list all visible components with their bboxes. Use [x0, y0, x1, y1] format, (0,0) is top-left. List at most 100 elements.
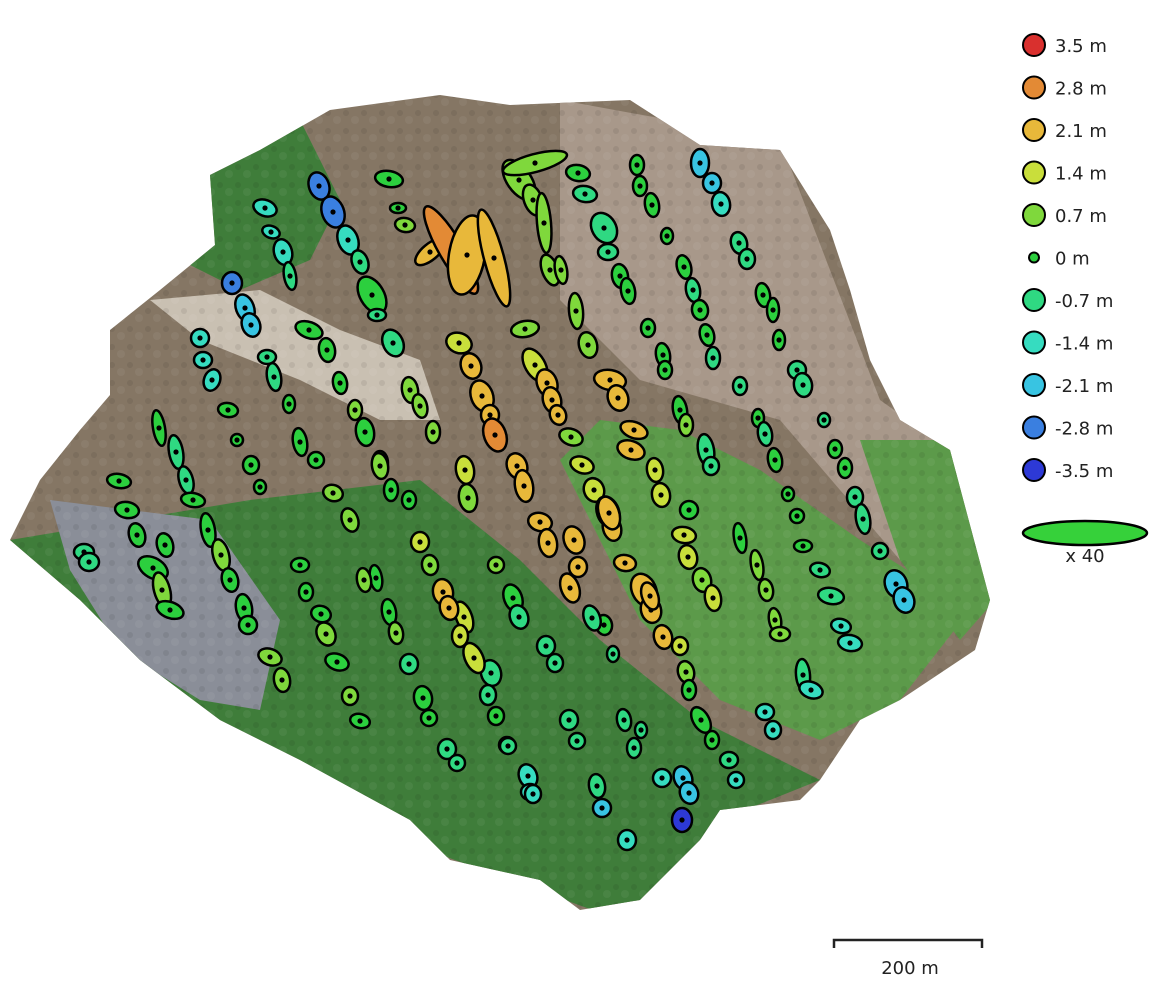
- camera-center-dot: [847, 640, 853, 646]
- camera-center-dot: [659, 775, 665, 781]
- legend-label: 3.5 m: [1055, 36, 1107, 57]
- camera-center-dot: [794, 513, 800, 519]
- camera-center-dot: [770, 727, 776, 733]
- camera-center-dot: [625, 288, 631, 294]
- camera-center-dot: [698, 717, 704, 723]
- camera-center-dot: [772, 617, 778, 623]
- camera-center-dot: [159, 587, 165, 593]
- camera-center-dot: [660, 352, 666, 358]
- camera-center-dot: [86, 559, 92, 565]
- camera-center-dot: [485, 692, 491, 698]
- camera-center-dot: [268, 229, 274, 235]
- legend-swatch: [1022, 160, 1046, 185]
- camera-center-dot: [491, 255, 497, 261]
- camera-center-dot: [173, 449, 179, 455]
- camera-center-dot: [709, 180, 715, 186]
- camera-center-dot: [234, 437, 240, 443]
- camera-center-dot: [492, 432, 498, 438]
- camera-center-dot: [465, 495, 471, 501]
- camera-center-dot: [681, 532, 687, 538]
- camera-center-dot: [645, 325, 651, 331]
- legend-item: 2.8 m: [1022, 75, 1107, 100]
- camera-center-dot: [622, 560, 628, 566]
- camera-center-dot: [589, 615, 595, 621]
- camera-center-dot: [493, 713, 499, 719]
- camera-center-dot: [582, 191, 588, 197]
- camera-center-dot: [710, 595, 716, 601]
- camera-center-dot: [532, 160, 538, 166]
- scale-factor-label: x 40: [1065, 546, 1104, 567]
- camera-center-dot: [525, 773, 531, 779]
- legend-item: -1.4 m: [1022, 330, 1113, 355]
- camera-center-dot: [471, 655, 477, 661]
- camera-center-dot: [406, 497, 412, 503]
- camera-center-dot: [521, 483, 527, 489]
- camera-center-dot: [631, 745, 637, 751]
- legend-label: -2.8 m: [1055, 419, 1113, 440]
- camera-center-dot: [547, 267, 553, 273]
- camera-center-dot: [190, 497, 196, 503]
- camera-center-dot: [318, 611, 324, 617]
- camera-center-dot: [776, 337, 782, 343]
- camera-center-dot: [621, 717, 627, 723]
- camera-center-dot: [690, 287, 696, 293]
- camera-center-dot: [567, 585, 573, 591]
- camera-center-dot: [205, 527, 211, 533]
- camera-center-dot: [361, 577, 367, 583]
- camera-center-dot: [427, 562, 433, 568]
- camera-center-dot: [574, 738, 580, 744]
- camera-center-dot: [617, 273, 623, 279]
- camera-center-dot: [337, 380, 343, 386]
- camera-center-dot: [901, 597, 907, 603]
- camera-center-dot: [245, 622, 251, 628]
- camera-center-dot: [704, 332, 710, 338]
- camera-center-dot: [575, 564, 581, 570]
- camera-center-dot: [352, 407, 358, 413]
- camera-center-dot: [479, 393, 485, 399]
- legend-swatch: [1022, 118, 1046, 142]
- legend-item: -2.1 m: [1022, 373, 1113, 397]
- camera-center-dot: [662, 367, 668, 373]
- camera-center-dot: [697, 307, 703, 313]
- camera-center-dot: [817, 567, 823, 573]
- camera-center-dot: [800, 543, 806, 549]
- camera-center-dot: [395, 205, 401, 211]
- camera-center-dot: [446, 605, 452, 611]
- camera-center-dot: [571, 537, 577, 543]
- camera-center-dot: [686, 790, 692, 796]
- legend-label: 2.1 m: [1055, 121, 1107, 142]
- camera-center-dot: [664, 233, 670, 239]
- camera-center-dot: [514, 463, 520, 469]
- camera-center-dot: [462, 467, 468, 473]
- camera-center-dot: [456, 340, 462, 346]
- camera-center-dot: [686, 687, 692, 693]
- camera-center-dot: [303, 589, 309, 595]
- camera-center-dot: [454, 760, 460, 766]
- camera-center-dot: [262, 205, 268, 211]
- camera-center-dot: [660, 634, 666, 640]
- camera-center-dot: [444, 746, 450, 752]
- camera-center-dot: [624, 837, 630, 843]
- camera-center-dot: [530, 791, 536, 797]
- camera-center-dot: [736, 240, 742, 246]
- camera-center-dot: [652, 467, 658, 473]
- legend-item: -3.5 m: [1022, 458, 1113, 482]
- camera-center-dot: [516, 614, 522, 620]
- camera-center-dot: [677, 407, 683, 413]
- camera-center-dot: [601, 225, 607, 231]
- camera-center-dot: [505, 743, 511, 749]
- camera-center-dot: [373, 575, 379, 581]
- camera-center-dot: [347, 517, 353, 523]
- camera-center-dot: [566, 717, 572, 723]
- legend-label: 2.8 m: [1055, 79, 1107, 100]
- camera-center-dot: [638, 727, 644, 733]
- camera-center-dot: [116, 478, 122, 484]
- camera-center-dot: [842, 465, 848, 471]
- camera-center-dot: [591, 487, 597, 493]
- legend-label: -1.4 m: [1055, 334, 1113, 355]
- camera-center-dot: [785, 491, 791, 497]
- camera-center-dot: [552, 660, 558, 666]
- camera-center-dot: [488, 670, 494, 676]
